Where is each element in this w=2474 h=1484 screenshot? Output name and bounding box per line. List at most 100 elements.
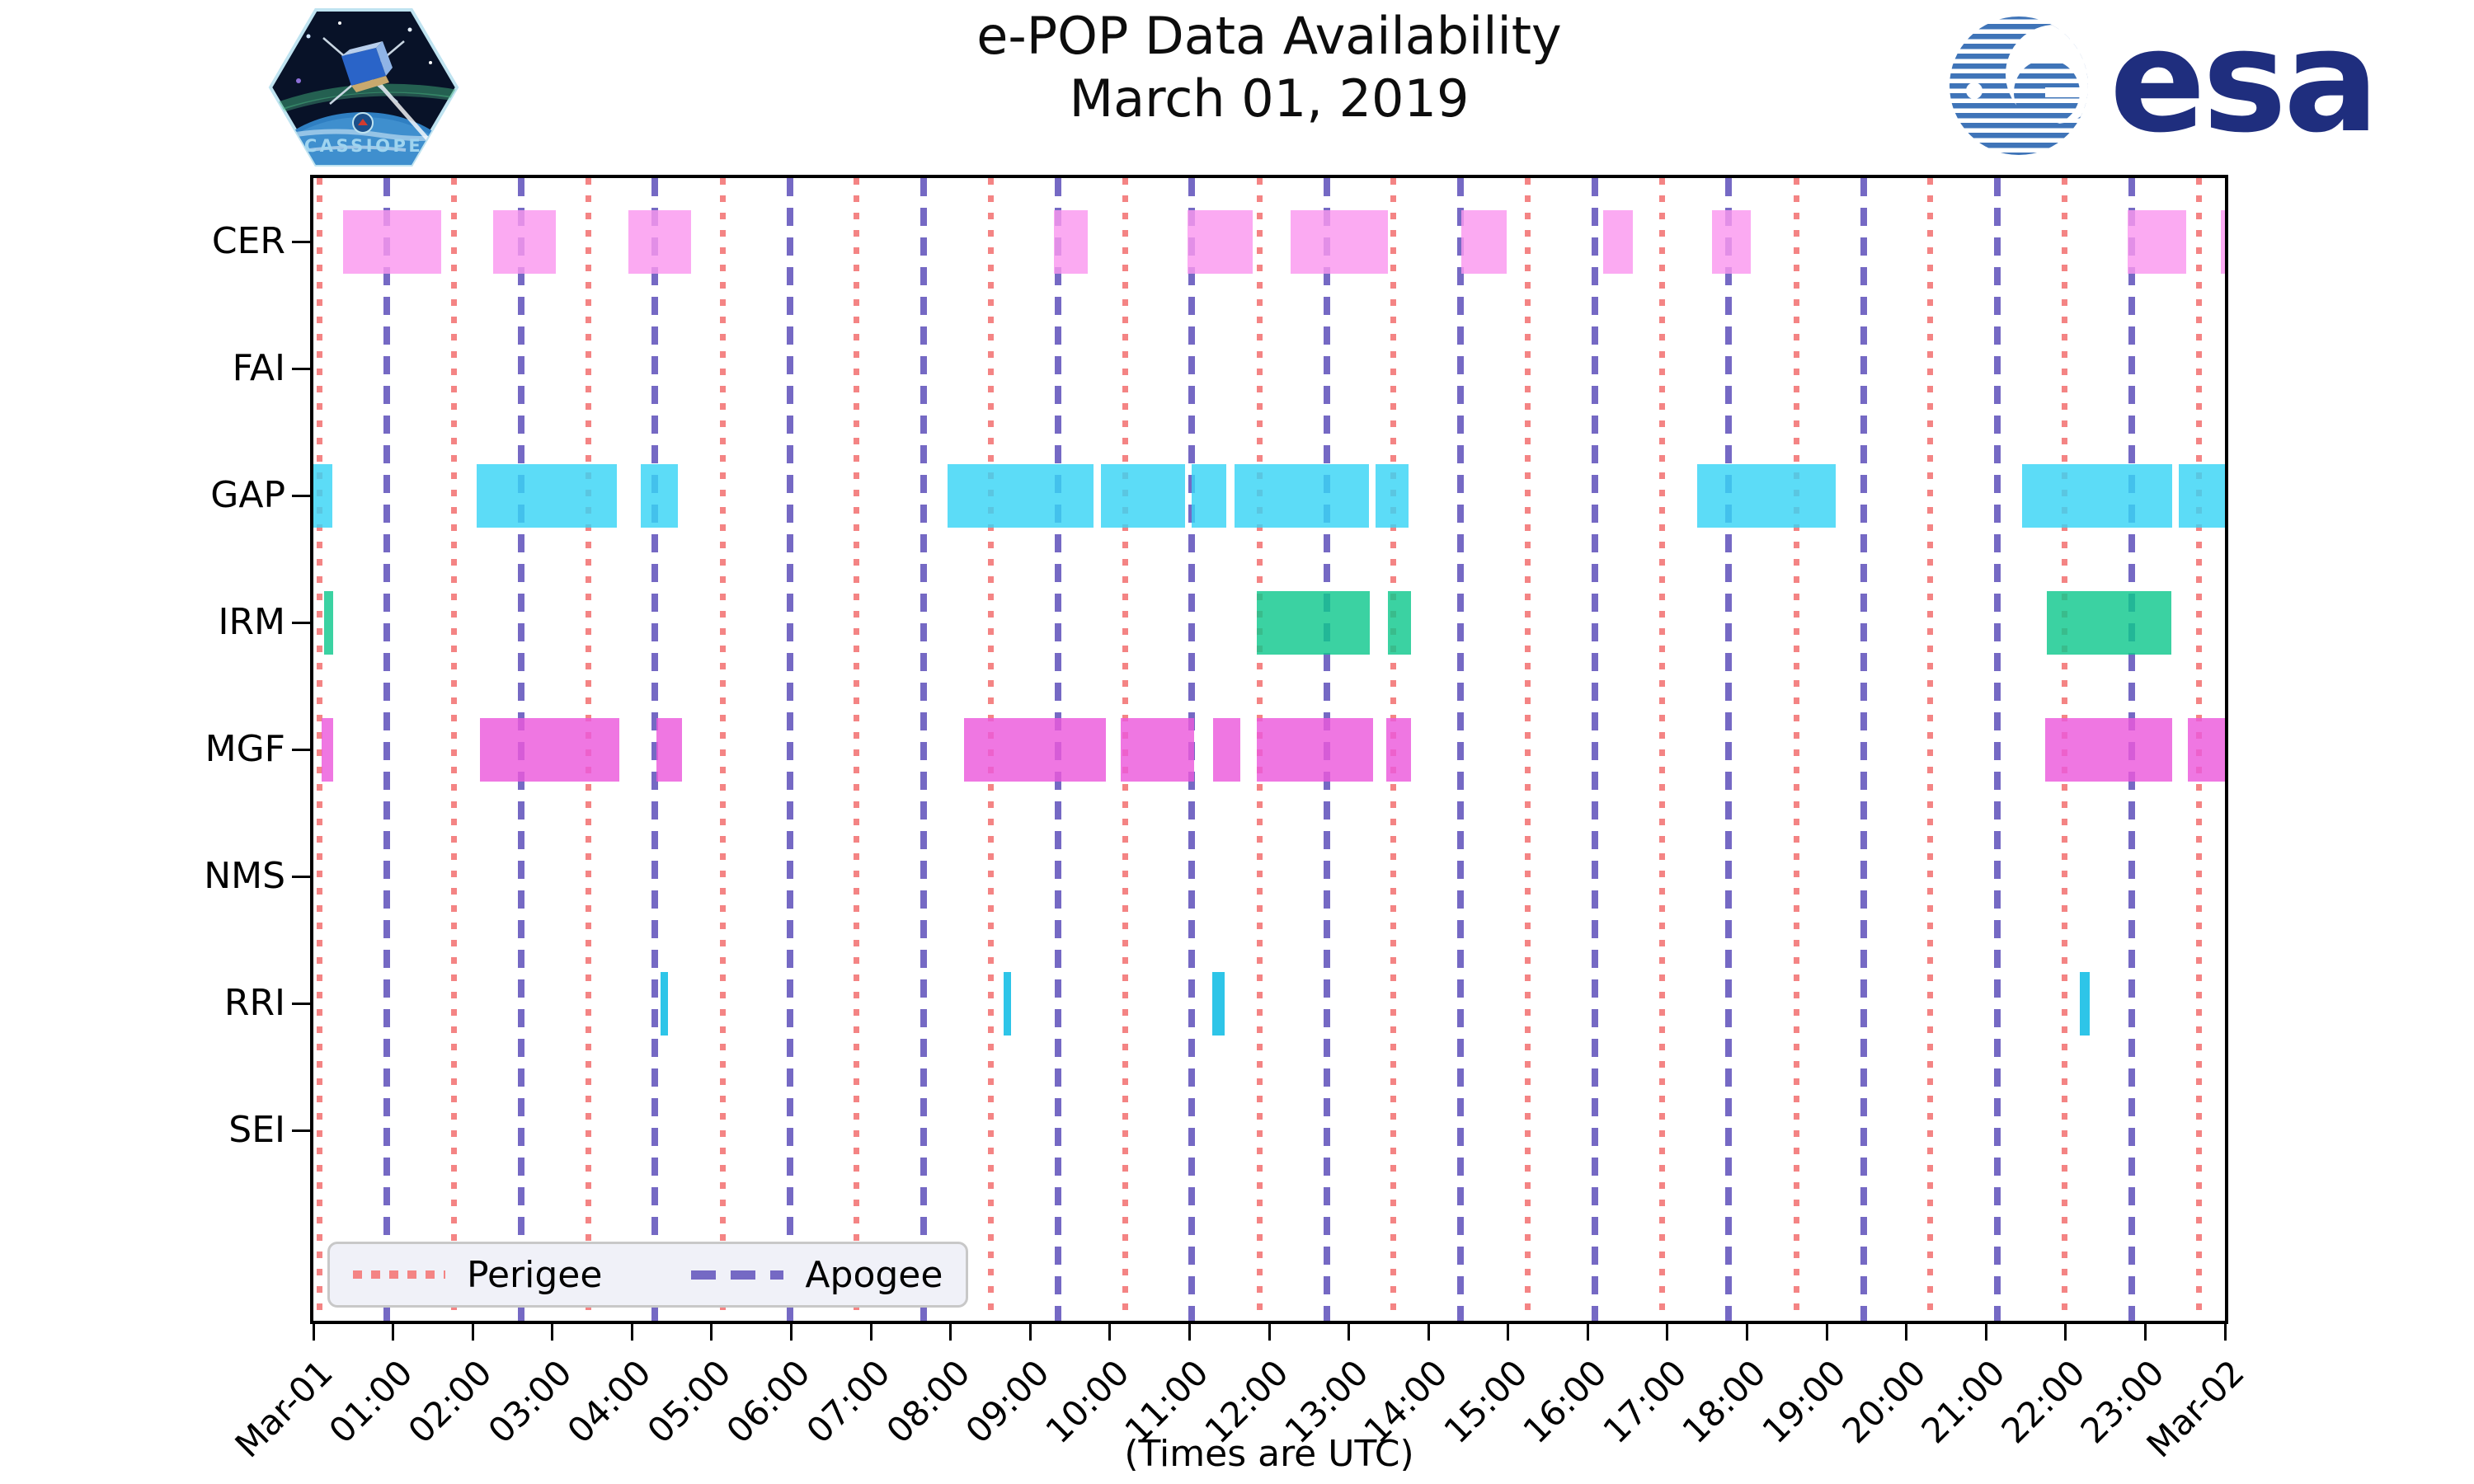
x-tick-label-anchor: 19:00 [1754, 1345, 1853, 1451]
row-label-CER: CER [211, 220, 285, 262]
x-tick-label-anchor: 09:00 [958, 1345, 1057, 1451]
x-tick [1028, 1324, 1032, 1341]
perigee-gridline [1927, 178, 1934, 1321]
x-tick [1427, 1324, 1430, 1341]
x-tick [471, 1324, 474, 1341]
perigee-gridline [854, 178, 860, 1321]
x-tick-label-anchor: 20:00 [1834, 1345, 1933, 1451]
x-tick-label-anchor: 12:00 [1197, 1345, 1296, 1451]
x-tick [1746, 1324, 1748, 1341]
y-tick [292, 367, 310, 370]
availability-bar-CER [342, 209, 441, 274]
perigee-gridline [719, 178, 726, 1321]
x-tick-label-anchor: 23:00 [2073, 1345, 2172, 1451]
legend-label-perigee: Perigee [467, 1253, 603, 1296]
esa-wordmark: esa [2109, 0, 2379, 164]
x-tick [1586, 1324, 1589, 1341]
x-tick [1905, 1324, 1908, 1341]
availability-bar-GAP [2178, 463, 2225, 528]
availability-bar-CER [1188, 209, 1253, 274]
availability-bar-MGF [964, 717, 1106, 782]
legend: Perigee Apogee [327, 1242, 969, 1308]
cassiope-mission-patch: CASSIOPE [266, 5, 462, 173]
availability-bar-MGF [1121, 717, 1195, 782]
availability-bar-GAP [1235, 463, 1369, 528]
row-label-SEI: SEI [228, 1109, 285, 1151]
availability-bar-CER [1054, 209, 1088, 274]
availability-bar-GAP [1376, 463, 1409, 528]
x-tick-label-anchor: 18:00 [1675, 1345, 1774, 1451]
legend-label-apogee: Apogee [805, 1253, 943, 1296]
chart-title: e-POP Data Availability [976, 6, 1562, 66]
apogee-gridline [383, 178, 390, 1321]
x-tick [1825, 1324, 1828, 1341]
x-tick [869, 1324, 872, 1341]
availability-bar-CER [628, 209, 691, 274]
availability-bar-GAP [947, 463, 1094, 528]
perigee-gridline [451, 178, 458, 1321]
availability-bar-RRI [661, 971, 668, 1036]
perigee-gridline [1793, 178, 1799, 1321]
x-tick-label-anchor: Mar-01 [227, 1345, 340, 1465]
x-tick-label-anchor: 11:00 [1117, 1345, 1216, 1451]
availability-bar-CER [2221, 209, 2225, 274]
x-tick [1108, 1324, 1112, 1341]
availability-bar-GAP [2021, 463, 2173, 528]
x-tick [312, 1324, 315, 1341]
apogee-gridline [651, 178, 659, 1321]
row-label-NMS: NMS [204, 855, 285, 897]
availability-bar-RRI [1212, 971, 1225, 1036]
apogee-line-sample [691, 1270, 784, 1280]
x-tick-label-anchor: 02:00 [401, 1345, 500, 1451]
cassiope-patch-graphic: CASSIOPE [268, 8, 459, 167]
availability-bar-MGF [656, 717, 683, 782]
x-tick-label-anchor: 17:00 [1595, 1345, 1694, 1451]
availability-bar-MGF [479, 717, 619, 782]
x-tick [630, 1324, 633, 1341]
availability-bar-CER [2128, 209, 2186, 274]
availability-bar-CER [1460, 209, 1507, 274]
perigee-line-sample [353, 1270, 445, 1279]
availability-bar-MGF [2044, 717, 2173, 782]
x-tick [2064, 1324, 2067, 1341]
x-tick [1666, 1324, 1669, 1341]
availability-bar-MGF [321, 717, 334, 782]
x-tick-label-anchor: 03:00 [480, 1345, 579, 1451]
availability-bar-GAP [476, 463, 617, 528]
perigee-gridline [1525, 178, 1531, 1321]
availability-bar-GAP [1192, 463, 1226, 528]
x-tick-label-anchor: 10:00 [1037, 1345, 1136, 1451]
x-tick [790, 1324, 793, 1341]
x-tick [392, 1324, 395, 1341]
availability-bar-GAP [313, 463, 333, 528]
row-label-FAI: FAI [232, 347, 285, 389]
row-label-GAP: GAP [210, 474, 285, 516]
x-tick [1984, 1324, 1987, 1341]
perigee-gridline [1658, 178, 1665, 1321]
apogee-gridline [1725, 178, 1733, 1321]
apogee-gridline [1456, 178, 1464, 1321]
availability-bar-IRM [1256, 590, 1370, 655]
availability-bar-GAP [1696, 463, 1836, 528]
x-tick-label-anchor: 15:00 [1436, 1345, 1535, 1451]
row-label-RRI: RRI [223, 982, 285, 1024]
x-tick-label-anchor: 01:00 [321, 1345, 420, 1451]
apogee-gridline [1860, 178, 1867, 1321]
apogee-gridline [786, 178, 793, 1321]
availability-bar-GAP [1101, 463, 1185, 528]
row-label-IRM: IRM [218, 601, 285, 643]
availability-bar-MGF [1213, 717, 1241, 782]
x-tick-label-anchor: 06:00 [719, 1345, 818, 1451]
x-tick-label-anchor: 04:00 [560, 1345, 659, 1451]
availability-bar-MGF [1256, 717, 1373, 782]
x-tick [1507, 1324, 1510, 1341]
availability-bar-RRI [2080, 971, 2090, 1036]
availability-bar-CER [1291, 209, 1388, 274]
x-tick [949, 1324, 952, 1341]
availability-bar-IRM [1387, 590, 1411, 655]
x-tick-label-anchor: 21:00 [1914, 1345, 2013, 1451]
availability-bar-CER [1602, 209, 1634, 274]
apogee-gridline [1993, 178, 2001, 1321]
availability-bar-MGF [2187, 717, 2225, 782]
y-tick [292, 1129, 310, 1132]
